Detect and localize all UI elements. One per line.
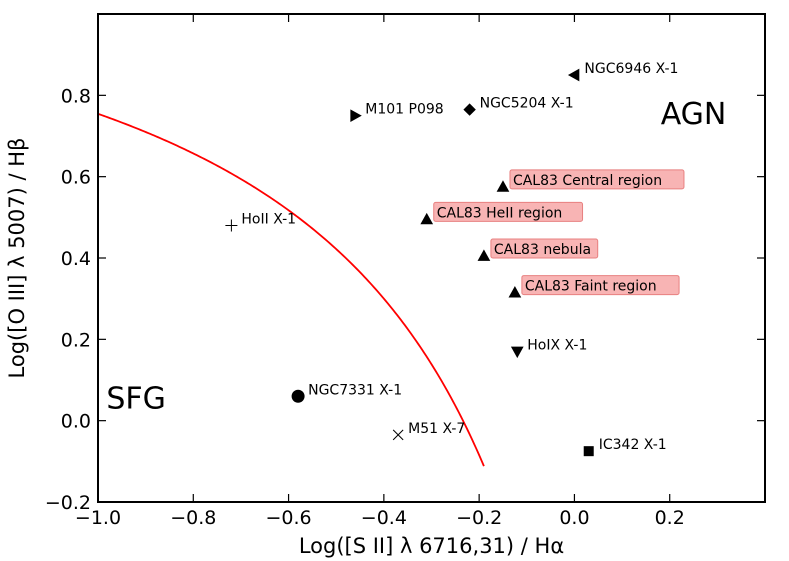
point-marker-circle bbox=[291, 389, 305, 403]
point-label: NGC7331 X-1 bbox=[308, 382, 402, 398]
x-tick-label: −1.0 bbox=[75, 507, 121, 529]
plot-frame bbox=[97, 13, 766, 503]
x-tick-label: −0.8 bbox=[170, 507, 216, 529]
data-point: NGC5204 X-1 bbox=[463, 96, 574, 116]
point-label: IC342 X-1 bbox=[599, 437, 667, 453]
point-label-highlight bbox=[521, 275, 680, 296]
point-label-highlight bbox=[509, 169, 685, 190]
point-label: CAL83 nebula bbox=[494, 242, 591, 258]
data-point: IC342 X-1 bbox=[583, 437, 667, 457]
point-marker-triangle-left bbox=[567, 68, 580, 82]
chart-marks: NGC6946 X-1 M101 P098 NGC5204 X-1 CAL83 Cen… bbox=[98, 61, 685, 467]
y-tick-label: 0.4 bbox=[61, 248, 91, 270]
point-marker-x bbox=[392, 429, 404, 441]
x-tick-label: 0.2 bbox=[655, 507, 685, 529]
y-tick-label: 0.0 bbox=[61, 411, 91, 433]
point-marker-triangle-up bbox=[496, 180, 510, 192]
point-marker-square bbox=[583, 446, 594, 457]
point-label: CAL83 HeII region bbox=[437, 205, 563, 221]
data-point: CAL83 nebula bbox=[477, 238, 599, 261]
point-marker-triangle-up bbox=[420, 212, 434, 225]
point-marker-plus bbox=[225, 219, 238, 232]
y-tick-label: 0.8 bbox=[61, 85, 91, 107]
point-label: M51 X-7 bbox=[408, 421, 465, 437]
data-point: NGC6946 X-1 bbox=[567, 61, 678, 82]
data-point: HoIX X-1 bbox=[510, 338, 587, 359]
x-tick-label: −0.6 bbox=[266, 507, 312, 529]
y-tick-label: 0.6 bbox=[61, 167, 91, 189]
point-marker-diamond bbox=[463, 103, 476, 116]
y-tick-label: −0.2 bbox=[45, 492, 91, 514]
data-point: NGC7331 X-1 bbox=[291, 382, 402, 403]
point-marker-triangle-right bbox=[350, 109, 362, 123]
point-marker-triangle-up bbox=[508, 286, 522, 298]
data-point: CAL83 Central region bbox=[496, 169, 685, 192]
region-label-agn: AGN bbox=[661, 97, 727, 132]
region-label-sfg: SFG bbox=[106, 381, 166, 416]
point-label: HoIX X-1 bbox=[527, 338, 587, 354]
point-label: NGC6946 X-1 bbox=[584, 61, 678, 77]
point-marker-triangle-down bbox=[510, 346, 524, 359]
point-label: NGC5204 X-1 bbox=[480, 96, 574, 112]
data-point: CAL83 HeII region bbox=[420, 201, 584, 225]
data-point: M101 P098 bbox=[350, 102, 444, 123]
point-label: M101 P098 bbox=[365, 102, 443, 118]
point-label: HoII X-1 bbox=[241, 211, 296, 227]
x-axis-title: Log([S II] λ 6716,31) / Hα bbox=[299, 534, 564, 558]
axis-ticks: −1.0 −0.8 −0.6 −0.4 −0.2 0.0 0.2 −0.2 0.0 0.2 0.4 0… bbox=[45, 14, 765, 529]
demarcation-curve bbox=[98, 112, 485, 467]
y-tick-label: 0.2 bbox=[61, 329, 91, 351]
point-label: CAL83 Faint region bbox=[525, 279, 657, 295]
data-point: M51 X-7 bbox=[392, 421, 465, 441]
point-marker-triangle-up bbox=[477, 249, 491, 261]
point-label: CAL83 Central region bbox=[513, 173, 662, 189]
x-tick-label: −0.4 bbox=[361, 507, 407, 529]
point-label-highlight bbox=[433, 201, 584, 222]
data-point: CAL83 Faint region bbox=[508, 275, 680, 298]
x-tick-label: −0.2 bbox=[456, 507, 502, 529]
data-point: HoII X-1 bbox=[225, 211, 296, 232]
x-tick-label: 0.0 bbox=[559, 507, 589, 529]
y-axis-title: Log([O III] λ 5007) / Hβ bbox=[5, 138, 29, 379]
point-label-highlight bbox=[490, 238, 599, 259]
